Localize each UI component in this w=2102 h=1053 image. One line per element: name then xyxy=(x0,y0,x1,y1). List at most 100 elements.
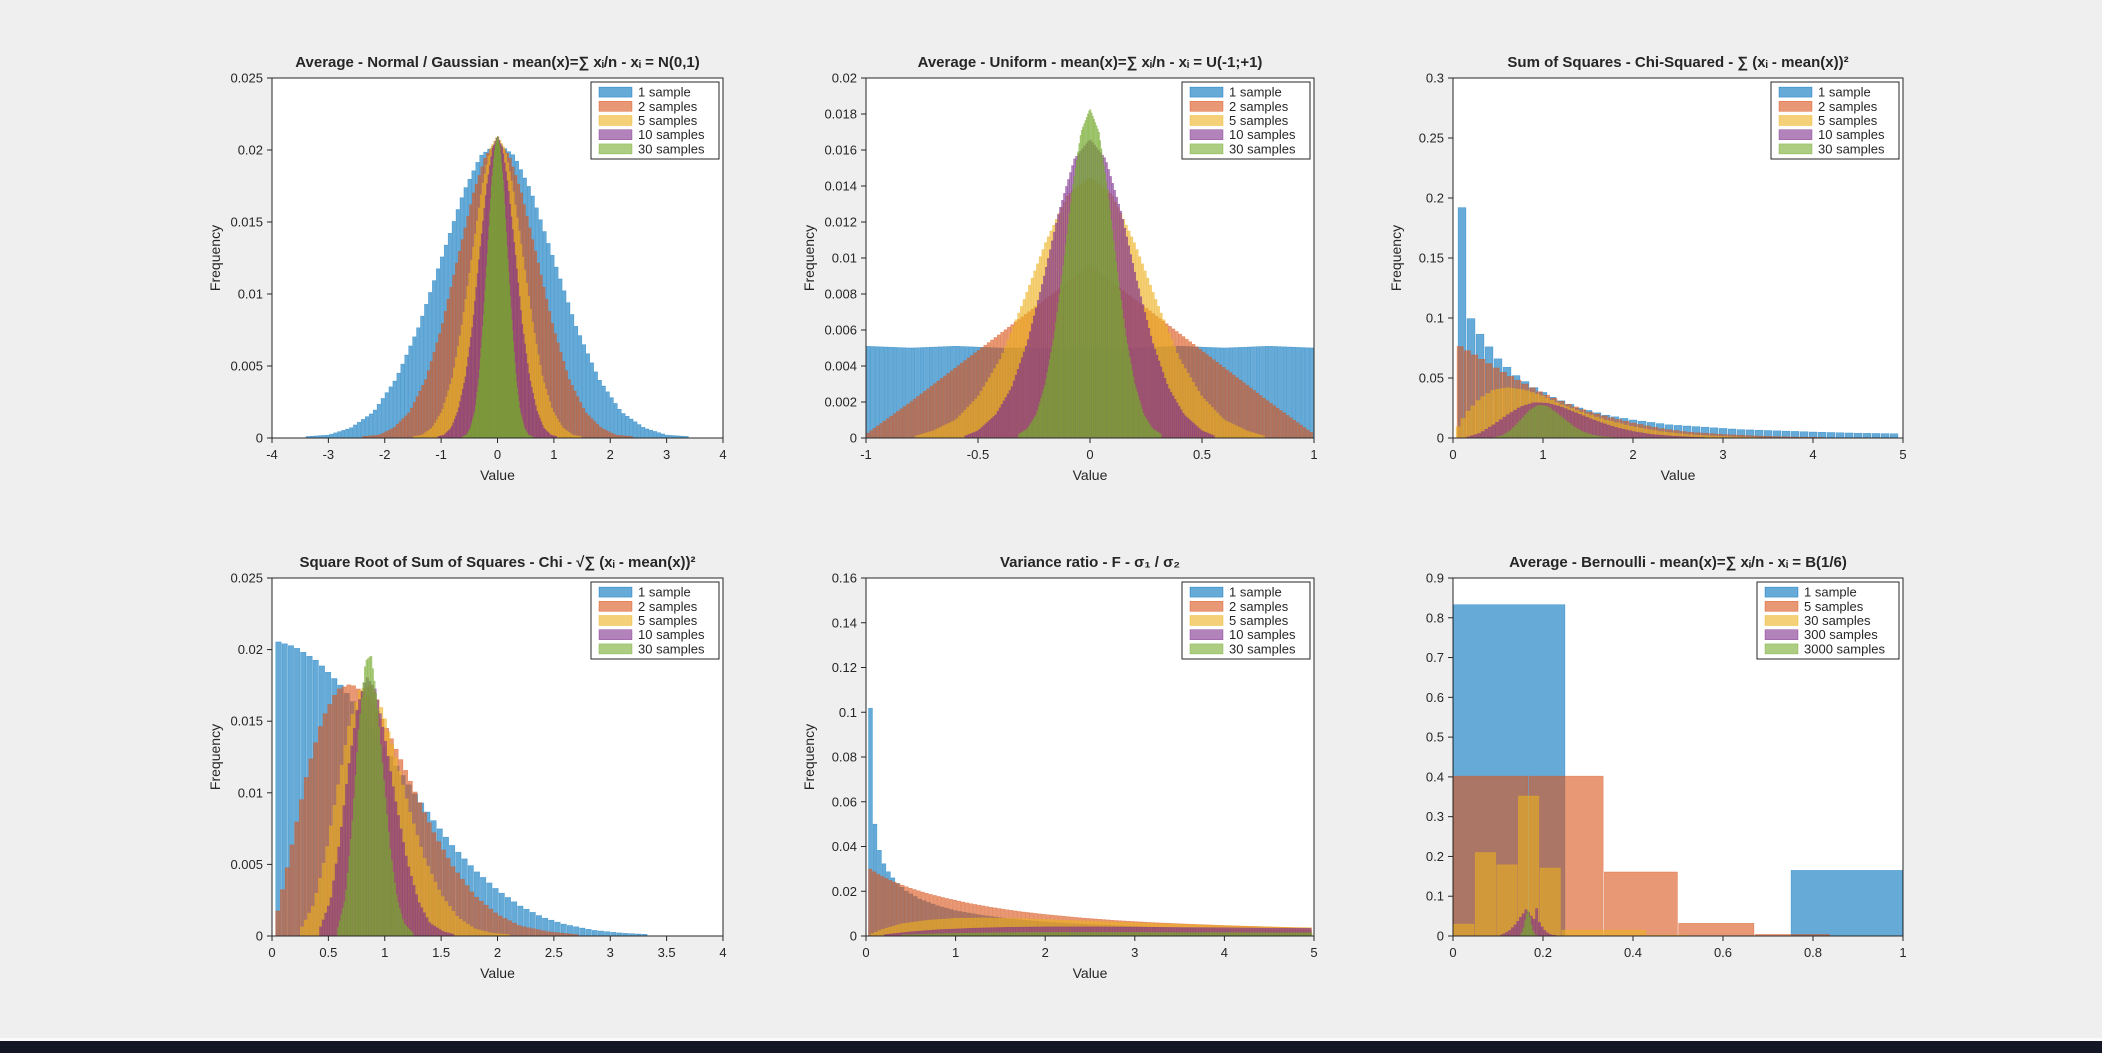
legend-swatch-yellow xyxy=(1764,615,1799,626)
x-tick-label: 3 xyxy=(663,447,670,462)
chart-canvas: 0 1 2 3 4 5 0 0.02 0.04 0.06 0.08 0.1 0.12 0.14 0.16 Va… xyxy=(801,554,1318,981)
x-tick-label: 0 xyxy=(1449,945,1456,960)
subplot-average-bernoulli: 0 0.2 0.4 0.6 0.8 1 0 0.1 0.2 0.3 0.4 0.5 0.6 0.7 0.8 0… xyxy=(1373,546,1915,986)
x-tick-label: -1 xyxy=(435,447,447,462)
legend-entry-label: 2 samples xyxy=(1229,599,1289,614)
x-tick-label: 1 xyxy=(381,945,388,960)
histogram-series-purple xyxy=(883,926,1312,937)
legend-swatch-purple xyxy=(598,629,633,640)
y-tick-label: 0.2 xyxy=(1426,849,1444,864)
y-tick-label: 0.015 xyxy=(230,215,263,230)
x-tick-label: 3 xyxy=(607,945,614,960)
legend-entry-label: 300 samples xyxy=(1804,627,1878,642)
y-tick-label: 0.04 xyxy=(832,839,857,854)
legend-entry-label: 5 samples xyxy=(1804,599,1864,614)
legend-entry-label: 5 samples xyxy=(1229,113,1289,128)
legend-swatch-blue xyxy=(598,586,633,598)
x-tick-label: 0 xyxy=(1449,447,1456,462)
x-tick-label: 4 xyxy=(1221,945,1228,960)
x-tick-label: -0.5 xyxy=(967,447,989,462)
legend-entry-label: 10 samples xyxy=(638,127,705,142)
y-tick-label: 0.9 xyxy=(1426,571,1444,586)
tick-marks xyxy=(267,577,724,941)
legend-swatch-green xyxy=(1778,143,1813,155)
legend-entry-label: 5 samples xyxy=(1229,613,1289,628)
histogram-series-green xyxy=(337,655,414,937)
y-axis-label: Frequency xyxy=(207,724,223,790)
chart-canvas: -1 -0.5 0 0.5 1 0 0.002 0.004 0.006 0.008 0.01 0.01… xyxy=(801,54,1318,483)
x-tick-label: -2 xyxy=(379,447,391,462)
chart-title: Square Root of Sum of Squares - Chi - √∑… xyxy=(299,554,695,571)
chart-canvas: 0 1 2 3 4 5 0 0.05 0.1 0.15 0.2 0.25 0.3 Sum of Squar… xyxy=(1388,54,1907,483)
legend-entry-label: 10 samples xyxy=(1229,127,1296,142)
x-tick-label: 0.5 xyxy=(1193,447,1211,462)
legend-swatch-orange xyxy=(1189,601,1224,612)
legend-swatch-blue xyxy=(1189,586,1224,598)
legend-entry-label: 30 samples xyxy=(638,141,705,156)
y-tick-label: 0.2 xyxy=(1426,191,1444,206)
subplot-variance-ratio-f: 0 1 2 3 4 5 0 0.02 0.04 0.06 0.08 0.1 0.12 0.14 0.16 Va… xyxy=(786,546,1326,986)
legend-swatch-blue xyxy=(598,86,633,98)
legend-swatch-yellow xyxy=(1189,115,1224,126)
x-axis-label: Value xyxy=(1073,965,1108,981)
y-tick-label: 0.015 xyxy=(230,714,263,729)
y-tick-label: 0.02 xyxy=(832,71,857,86)
y-tick-label: 0.5 xyxy=(1426,730,1444,745)
legend-entry-label: 5 samples xyxy=(638,113,698,128)
y-tick-label: 0.005 xyxy=(230,857,263,872)
x-tick-label: 1 xyxy=(1310,447,1317,462)
y-tick-label: 0 xyxy=(850,929,857,944)
chart-title: Variance ratio - F - σ₁ / σ₂ xyxy=(1000,554,1180,571)
y-axis-label: Frequency xyxy=(801,724,817,790)
legend-swatch-purple xyxy=(1189,629,1224,640)
y-tick-label: 0.012 xyxy=(824,215,857,230)
legend-swatch-orange xyxy=(598,601,633,612)
y-tick-label: 0.15 xyxy=(1419,251,1444,266)
legend-swatch-purple xyxy=(1764,629,1799,640)
y-tick-label: 0.14 xyxy=(832,615,857,630)
y-tick-label: 0.02 xyxy=(238,143,263,158)
legend-entry-label: 5 samples xyxy=(638,613,698,628)
tick-marks xyxy=(1448,577,1904,941)
legend-swatch-orange xyxy=(598,101,633,112)
y-tick-label: 0 xyxy=(256,431,263,446)
x-axis-label: Value xyxy=(480,965,515,981)
y-tick-label: 0.005 xyxy=(230,359,263,374)
y-tick-label: 0.7 xyxy=(1426,650,1444,665)
y-tick-label: 0.025 xyxy=(230,571,263,586)
subplot-average-normal-gaussian: -4 -3 -2 -1 0 1 2 3 4 0 0.005 0.01 0.015 0.02 0.025 Ave… xyxy=(192,46,735,488)
histogram-series-green xyxy=(1493,404,1613,439)
x-axis-label: Value xyxy=(1661,467,1696,483)
y-tick-label: 0.12 xyxy=(832,660,857,675)
x-tick-label: 3 xyxy=(1719,447,1726,462)
x-tick-label: 1.5 xyxy=(432,945,450,960)
x-tick-label: -1 xyxy=(860,447,872,462)
x-tick-label: 0.6 xyxy=(1714,945,1732,960)
legend-entry-label: 10 samples xyxy=(1229,627,1296,642)
taskbar-strip xyxy=(0,1041,2102,1053)
legend-swatch-yellow xyxy=(598,615,633,626)
x-tick-label: 1 xyxy=(952,945,959,960)
y-tick-label: 0.01 xyxy=(238,785,263,800)
legend-entry-label: 1 sample xyxy=(1229,85,1282,100)
y-tick-label: 0.01 xyxy=(832,251,857,266)
legend-entry-label: 1 sample xyxy=(638,585,691,600)
tick-marks xyxy=(861,77,1315,443)
y-tick-label: 0.018 xyxy=(824,107,857,122)
y-tick-label: 0.025 xyxy=(230,71,263,86)
y-tick-label: 0.02 xyxy=(832,884,857,899)
legend-entry-label: 5 samples xyxy=(1818,113,1878,128)
x-tick-label: 0 xyxy=(862,945,869,960)
y-tick-label: 0.002 xyxy=(824,395,857,410)
x-tick-label: 0.4 xyxy=(1624,945,1642,960)
bottom-divider-line xyxy=(0,1038,2102,1041)
legend-swatch-blue xyxy=(1778,86,1813,98)
y-tick-label: 0 xyxy=(1437,929,1444,944)
legend-swatch-green xyxy=(1189,643,1224,655)
y-axis-label: Frequency xyxy=(1388,225,1404,291)
y-tick-label: 0.3 xyxy=(1426,71,1444,86)
x-tick-label: 2 xyxy=(1042,945,1049,960)
